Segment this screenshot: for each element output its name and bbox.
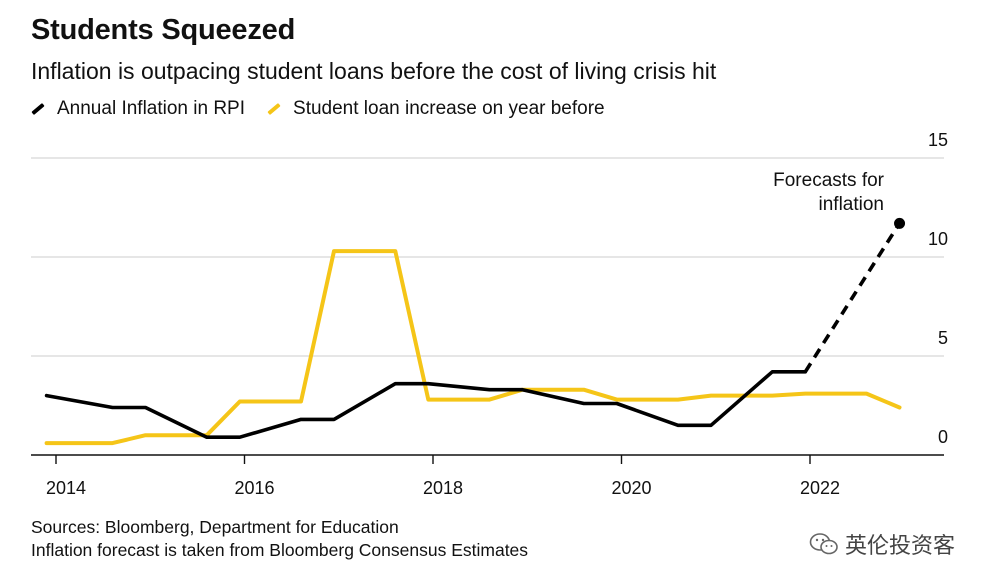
chart-title: Students Squeezed [31, 14, 296, 46]
series-line-inflation [44, 370, 808, 439]
watermark-text: 英伦投资客 [844, 533, 955, 558]
x-tick-label-2018: 2018 [423, 478, 463, 498]
series-line-student-loan [44, 249, 902, 446]
chart-subtitle: Inflation is outpacing student loans bef… [31, 58, 717, 84]
footer: Sources: Bloomberg, Department for Educa… [31, 516, 528, 562]
legend-item-inflation: Annual Inflation in RPI [31, 98, 245, 120]
y-tick-label-15: 15 [928, 130, 948, 150]
wechat-icon [809, 533, 838, 555]
legend-label-student-loan: Student loan increase on year before [293, 98, 605, 119]
forecast-annotation-line-2: inflation [819, 194, 885, 215]
legend: Annual Inflation in RPI Student loan inc… [31, 96, 627, 122]
x-tick-label-2014: 2014 [46, 478, 86, 498]
sources-text: Sources: Bloomberg, Department for Educa… [31, 517, 399, 537]
legend-label-inflation: Annual Inflation in RPI [57, 98, 246, 119]
forecast-note: Inflation forecast is taken from Bloombe… [31, 540, 529, 560]
series-line-inflation-forecast [803, 222, 902, 373]
x-tick-label-2016: 2016 [234, 478, 274, 498]
y-tick-label-0: 0 [938, 427, 948, 447]
legend-item-student-loan: Student loan increase on year before [267, 98, 605, 120]
forecast-endpoint-marker [894, 217, 906, 229]
x-tick-label-2022: 2022 [800, 478, 840, 498]
watermark: 英伦投资客 [809, 528, 955, 560]
x-tick-label-2020: 2020 [611, 478, 651, 498]
forecast-annotation-line-1: Forecasts for [773, 170, 885, 191]
y-tick-label-5: 5 [938, 328, 948, 348]
y-tick-label-10: 10 [928, 229, 948, 249]
